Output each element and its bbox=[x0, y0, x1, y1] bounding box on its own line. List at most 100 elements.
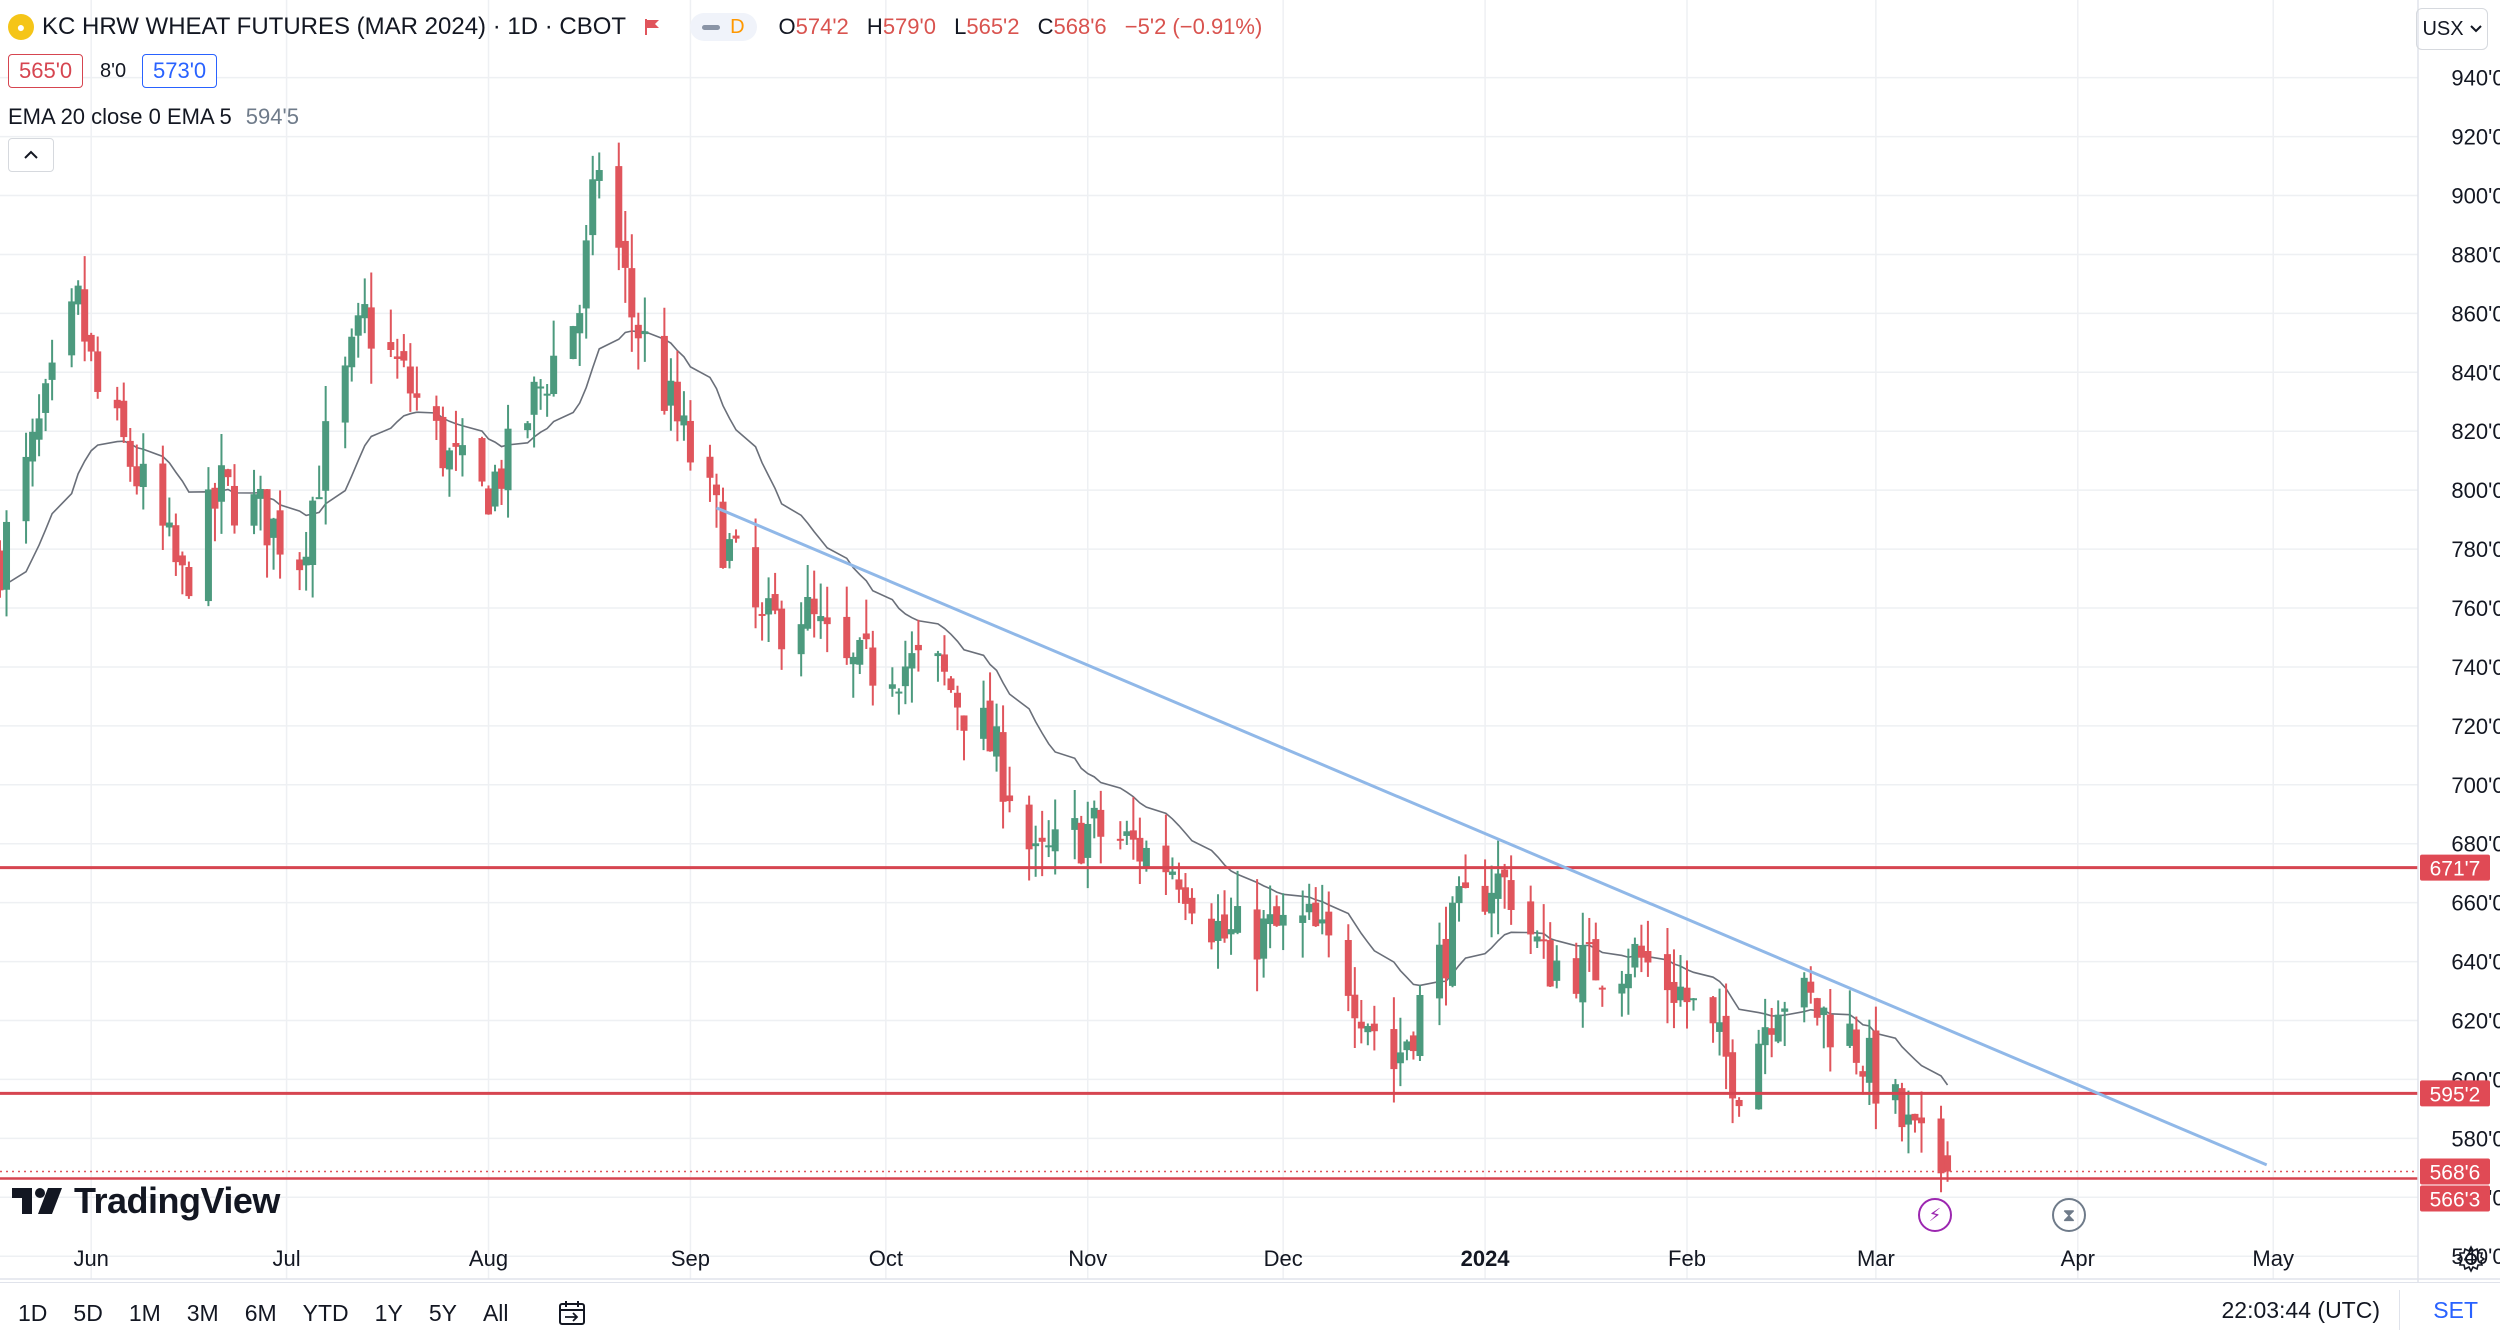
candle-body bbox=[1618, 983, 1626, 994]
candle-body bbox=[1690, 998, 1698, 1001]
candle-body bbox=[1494, 873, 1502, 899]
timeframe-6m[interactable]: 6M bbox=[244, 1299, 277, 1326]
candle-body bbox=[1637, 945, 1645, 958]
symbol-title[interactable]: KC HRW WHEAT FUTURES (MAR 2024) · 1D · C… bbox=[42, 13, 627, 40]
candle-body bbox=[1709, 997, 1717, 1024]
candlestick-series bbox=[0, 142, 1952, 1193]
candle bbox=[1540, 904, 1548, 959]
candle bbox=[1631, 937, 1639, 978]
candle-body bbox=[120, 400, 128, 438]
y-tick-label: 580'0 bbox=[2451, 1126, 2500, 1151]
candle bbox=[810, 570, 818, 638]
candle bbox=[1038, 810, 1046, 877]
gear-icon[interactable] bbox=[2456, 1244, 2486, 1274]
timeframe-all[interactable]: All bbox=[482, 1299, 509, 1326]
candle-body bbox=[1663, 954, 1671, 991]
candle-body bbox=[1937, 1118, 1945, 1174]
timeframe-1y[interactable]: 1Y bbox=[374, 1299, 403, 1326]
candle-body bbox=[1540, 939, 1548, 942]
calendar-range-icon[interactable] bbox=[557, 1299, 587, 1327]
candle bbox=[1455, 876, 1463, 922]
candle-body bbox=[1813, 998, 1821, 1018]
candle bbox=[1579, 912, 1587, 1028]
candle bbox=[1533, 930, 1541, 949]
candle bbox=[1175, 862, 1183, 903]
timeframe-3m[interactable]: 3M bbox=[186, 1299, 219, 1326]
x-tick-label: Dec bbox=[1264, 1246, 1303, 1271]
price-label-bg bbox=[2420, 1080, 2490, 1107]
candle-body bbox=[1846, 1023, 1854, 1046]
set-button[interactable]: SET bbox=[2433, 1297, 2478, 1323]
collapse-legend-button[interactable] bbox=[8, 138, 54, 172]
candle-body bbox=[113, 399, 121, 409]
timeframe-5d[interactable]: 5D bbox=[73, 1299, 103, 1326]
candle bbox=[1299, 890, 1307, 958]
candle-body bbox=[504, 428, 512, 491]
timeframe-5y[interactable]: 5Y bbox=[428, 1299, 457, 1326]
candle-body bbox=[263, 489, 271, 546]
candle bbox=[302, 531, 310, 591]
candle bbox=[752, 518, 760, 629]
footer-divider bbox=[2399, 1290, 2400, 1330]
candle bbox=[862, 599, 870, 650]
candle bbox=[1390, 997, 1398, 1103]
timeframe-1m[interactable]: 1M bbox=[128, 1299, 161, 1326]
candle bbox=[1755, 1029, 1763, 1110]
candle-body bbox=[804, 597, 812, 629]
candle-body bbox=[719, 501, 727, 568]
timeframe-1d[interactable]: 1D bbox=[18, 1299, 48, 1326]
candle bbox=[1266, 885, 1274, 949]
flag-icon[interactable] bbox=[644, 18, 660, 36]
candle bbox=[1644, 920, 1652, 977]
candle bbox=[257, 475, 265, 531]
timeframe-bar: 1D 5D 1M 3M 6M YTD 1Y 5Y All bbox=[0, 1282, 2500, 1343]
candle-body bbox=[133, 466, 141, 487]
candle bbox=[732, 529, 740, 543]
ema-legend[interactable]: EMA 20 close 0 EMA 5 594'5 bbox=[8, 104, 299, 130]
candle-body bbox=[589, 179, 597, 236]
candle bbox=[1208, 903, 1216, 950]
candle bbox=[1090, 800, 1098, 839]
candle-body bbox=[432, 406, 440, 421]
candle bbox=[348, 328, 356, 382]
candle-body bbox=[895, 691, 903, 694]
candle bbox=[1722, 983, 1730, 1090]
candle-body bbox=[1488, 892, 1496, 914]
candle-body bbox=[1768, 1028, 1776, 1035]
candle-body bbox=[1872, 1030, 1880, 1104]
candle-body bbox=[1181, 887, 1189, 904]
candle bbox=[94, 336, 102, 399]
price-axis-label: 568'6 bbox=[2420, 1158, 2490, 1185]
candle-body bbox=[537, 386, 545, 389]
candle bbox=[1351, 967, 1359, 1048]
lightning-icon[interactable]: ⚡ bbox=[1918, 1198, 1952, 1232]
tradingview-wordmark: TradingView bbox=[74, 1180, 280, 1221]
currency-selector[interactable]: USX bbox=[2416, 8, 2488, 50]
candle bbox=[393, 338, 401, 379]
candle bbox=[322, 386, 330, 525]
candle-body bbox=[1175, 879, 1183, 890]
candle-body bbox=[1755, 1043, 1763, 1110]
price-label-text: 671'7 bbox=[2430, 858, 2481, 881]
candle-body bbox=[1585, 942, 1593, 945]
candle-body bbox=[914, 644, 922, 651]
delayed-data-pill[interactable]: D bbox=[690, 13, 757, 41]
utc-clock[interactable]: 22:03:44 (UTC) bbox=[2221, 1297, 2380, 1323]
x-tick-label: Nov bbox=[1068, 1246, 1107, 1271]
candle bbox=[172, 513, 180, 576]
candle bbox=[185, 561, 193, 599]
candle bbox=[1618, 970, 1626, 1017]
candle bbox=[953, 685, 961, 731]
candle bbox=[895, 688, 903, 715]
buy-price-button[interactable]: 573'0 bbox=[142, 54, 218, 88]
candle bbox=[595, 152, 603, 199]
candle-body bbox=[901, 666, 909, 687]
candle-body bbox=[458, 445, 466, 456]
candle-body bbox=[628, 268, 636, 318]
candle-body bbox=[1090, 807, 1098, 819]
hourglass-icon[interactable]: ⧗ bbox=[2052, 1198, 2086, 1232]
sell-price-button[interactable]: 565'0 bbox=[8, 54, 84, 88]
timeframe-ytd[interactable]: YTD bbox=[302, 1299, 349, 1326]
candle-body bbox=[993, 726, 1001, 757]
